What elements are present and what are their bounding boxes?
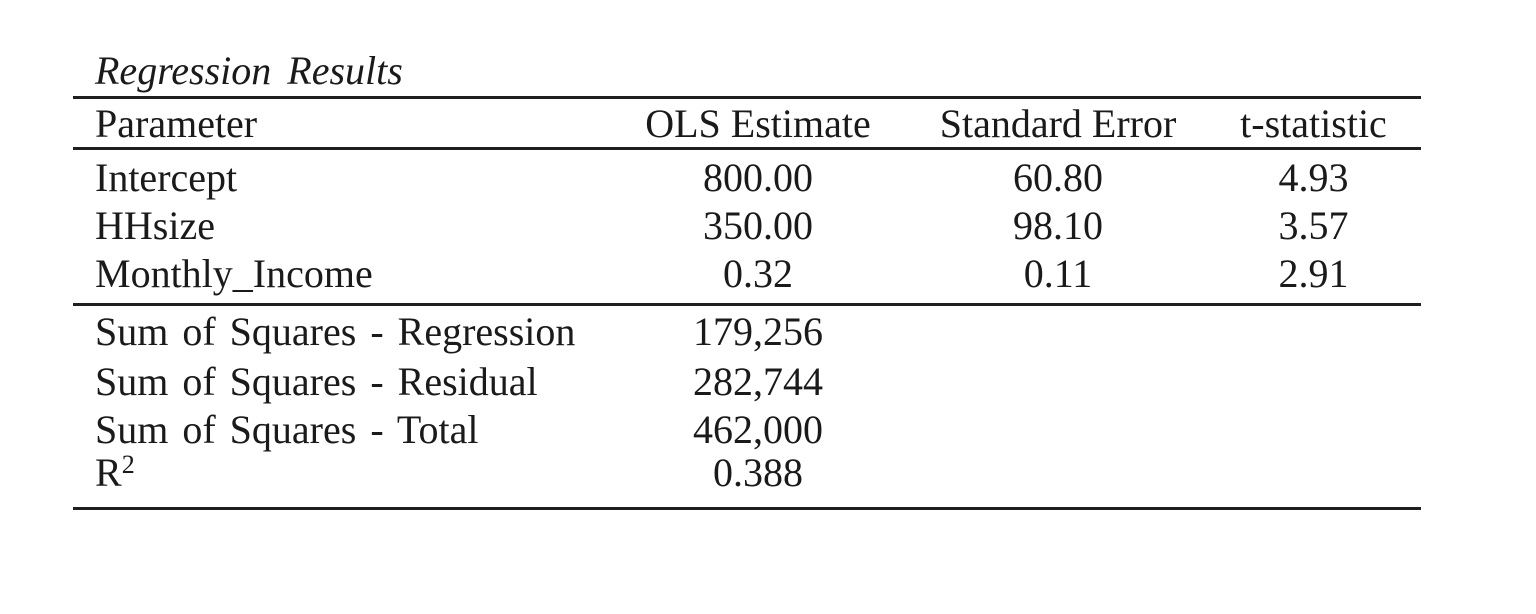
ols-estimate-value: 800.00: [703, 155, 813, 200]
ols-estimate-value: 350.00: [703, 203, 813, 248]
table-row-ss-regression: Sum of Squares - Regression 179,256: [73, 312, 1421, 352]
table-row-hhsize: HHsize 350.00 98.10 3.57: [73, 206, 1421, 246]
param-name: HHsize: [95, 203, 215, 248]
summary-label: Sum of Squares - Regression: [95, 309, 576, 354]
column-header-ols-estimate: OLS Estimate: [645, 101, 871, 146]
summary-value: 179,256: [693, 309, 823, 354]
param-name: Monthly_Income: [95, 251, 373, 296]
rule-header-separator: [73, 147, 1421, 150]
standard-error-value: 98.10: [1013, 203, 1103, 248]
summary-value: 462,000: [693, 407, 823, 452]
standard-error-value: 0.11: [1023, 251, 1093, 296]
rule-top: [73, 96, 1421, 99]
table-row-ss-residual: Sum of Squares - Residual 282,744: [73, 362, 1421, 402]
param-name: Intercept: [95, 155, 238, 200]
t-statistic-value: 4.93: [1278, 155, 1349, 200]
header-row: Parameter OLS Estimate Standard Error t-…: [73, 104, 1421, 144]
column-header-t-statistic: t-statistic: [1240, 101, 1387, 146]
summary-value: 282,744: [693, 359, 823, 404]
t-statistic-value: 2.91: [1278, 251, 1349, 296]
ols-estimate-value: 0.32: [723, 251, 793, 296]
summary-value: 0.388: [713, 450, 803, 495]
rule-bottom: [73, 507, 1421, 510]
t-statistic-value: 3.57: [1278, 203, 1349, 248]
column-header-parameter: Parameter: [95, 101, 258, 146]
table-title: Regression Results: [95, 48, 403, 93]
table-row-ss-total: Sum of Squares - Total 462,000: [73, 410, 1421, 450]
r-squared-base: R: [95, 450, 122, 495]
table-row-r-squared: R2 0.388: [73, 450, 1421, 495]
standard-error-value: 60.80: [1013, 155, 1103, 200]
r-squared-superscript: 2: [121, 450, 135, 479]
summary-label: Sum of Squares - Residual: [95, 359, 538, 404]
column-header-standard-error: Standard Error: [939, 101, 1177, 146]
summary-label: R2: [73, 450, 625, 495]
table-row-intercept: Intercept 800.00 60.80 4.93: [73, 158, 1421, 198]
rule-coefficients-separator: [73, 303, 1421, 306]
table-row-monthly-income: Monthly_Income 0.32 0.11 2.91: [73, 254, 1421, 294]
summary-label: Sum of Squares - Total: [95, 407, 479, 452]
